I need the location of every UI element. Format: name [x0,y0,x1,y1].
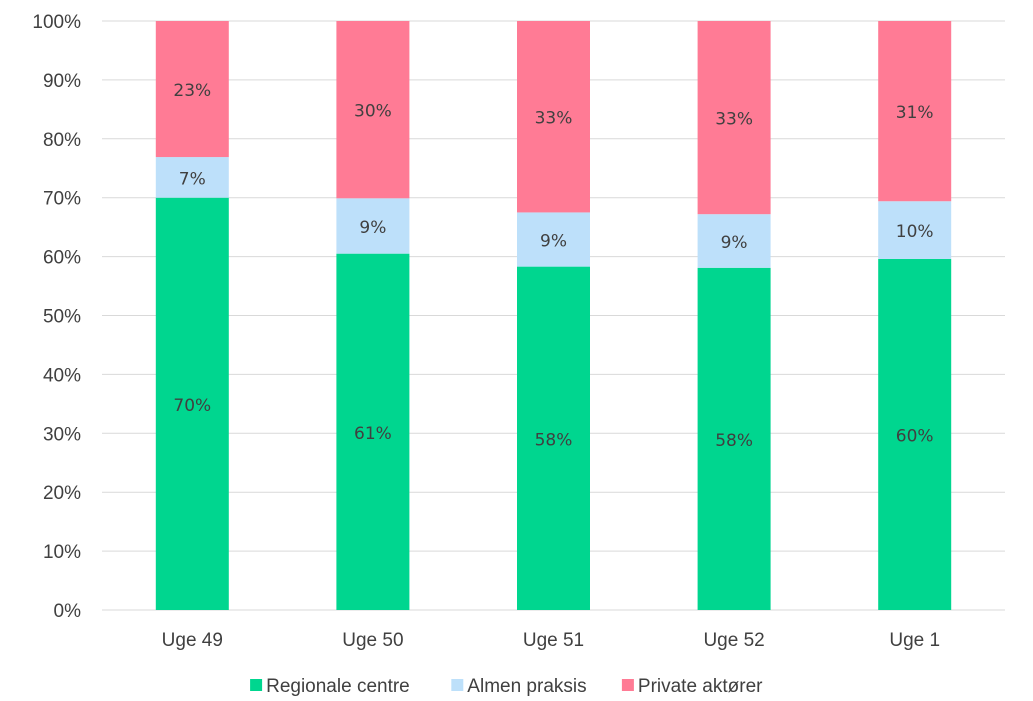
data-label: 9% [359,218,386,238]
y-tick-label: 100% [32,12,81,33]
data-label: 70% [173,396,211,416]
bar-segment [697,214,771,268]
y-tick-label: 50% [43,307,81,328]
legend-swatch [451,679,464,691]
data-label: 33% [715,110,753,130]
bar-segment [155,157,229,198]
data-label: 33% [535,109,573,129]
x-tick-label: Uge 50 [342,630,403,651]
y-tick-label: 70% [43,189,81,210]
y-tick-label: 60% [43,248,81,269]
y-tick-label: 0% [54,601,82,622]
x-tick-label: Uge 51 [523,630,584,651]
x-tick-label: Uge 49 [162,630,223,651]
data-label: 31% [896,103,934,123]
legend-swatch [250,679,263,691]
bar-segment [336,21,410,199]
data-label: 58% [535,430,573,450]
legend-swatch [621,679,634,691]
bar-segment [697,267,771,610]
y-tick-label: 30% [43,424,81,445]
data-label: 9% [540,232,567,252]
y-tick-label: 10% [43,542,81,563]
bar-segment [517,266,590,610]
bar-segment [155,21,229,158]
legend-label: Private aktører [638,676,763,697]
data-label: 9% [721,233,748,253]
x-tick-label: Uge 52 [703,630,764,651]
bar-segment [878,21,952,202]
data-label: 7% [179,169,206,189]
bar-segment [697,21,771,215]
data-label: 23% [173,81,211,101]
bar-segment [155,197,229,610]
legend-label: Almen praksis [467,676,586,697]
data-label: 60% [896,426,934,446]
bar-segment [336,198,410,254]
data-label: 10% [896,222,934,242]
x-tick-label: Uge 1 [889,630,940,651]
y-tick-label: 80% [43,130,81,151]
bar-segment [336,253,410,610]
y-tick-label: 90% [43,71,81,92]
data-label: 30% [354,102,392,122]
bar-segment [878,258,952,610]
bar-segment [878,201,952,259]
bar-segment [517,212,590,267]
y-tick-label: 20% [43,483,81,504]
legend-label: Regionale centre [266,676,410,697]
data-label: 58% [715,431,753,451]
bar-segment [517,21,590,213]
y-tick-label: 40% [43,365,81,386]
data-label: 61% [354,424,392,444]
